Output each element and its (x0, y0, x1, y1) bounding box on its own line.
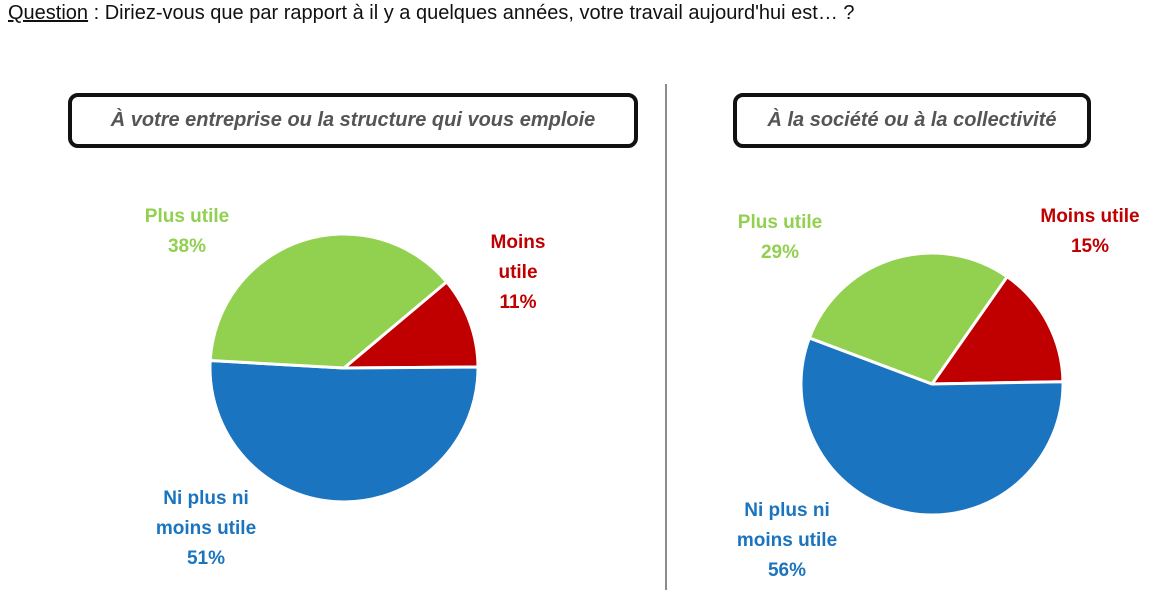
chart-title-societe-text: À la société ou à la collectivité (767, 109, 1057, 131)
chart-title-entreprise-text: À votre entreprise ou la structure qui v… (110, 109, 596, 131)
panel-divider (665, 84, 667, 590)
slice-value-label: 51% (187, 548, 225, 569)
slice-label-moins: Moins utile 15% (1040, 206, 1139, 257)
slice-value-label: 29% (761, 242, 799, 263)
slice-label-neutre: Ni plus ni moins utile 51% (156, 488, 256, 569)
pie-slice-moins (930, 275, 1065, 386)
pie-slice-plus (208, 232, 449, 370)
slice-name-label: moins utile (737, 530, 837, 551)
question-label: Question (8, 2, 89, 24)
pie-slice-neutre (799, 336, 1065, 517)
slice-name-label: Plus utile (738, 212, 822, 233)
slice-name-label: Moins (491, 232, 546, 253)
slice-name-label: moins utile (156, 518, 256, 539)
slice-name-label: utile (498, 262, 537, 283)
chart-title-entreprise: À votre entreprise ou la structure qui v… (68, 93, 638, 148)
pie-chart-0: Moins utile 11% Ni plus ni moins utile 51% Plu… (145, 206, 546, 569)
slice-label-neutre: Ni plus ni moins utile 56% (737, 500, 837, 581)
question-text: Question : Diriez-vous que par rapport à… (8, 2, 855, 25)
slice-value-label: 11% (500, 292, 537, 313)
slice-value-label: 15% (1071, 236, 1109, 257)
question-body: : Diriez-vous que par rapport à il y a q… (88, 2, 855, 24)
pie-slice-plus (807, 251, 1009, 386)
pie-chart-1: Moins utile 15% Ni plus ni moins utile 56% Pl… (737, 206, 1140, 581)
chart-title-societe: À la société ou à la collectivité (733, 93, 1091, 148)
slice-label-plus: Plus utile 38% (145, 206, 229, 257)
pie-slice-moins (342, 280, 480, 370)
slice-name-label: Moins utile (1040, 206, 1139, 227)
pie-slice-neutre (208, 359, 480, 504)
slice-name-label: Ni plus ni (163, 488, 249, 509)
slice-value-label: 38% (168, 236, 206, 257)
slice-name-label: Plus utile (145, 206, 229, 227)
slice-value-label: 56% (768, 560, 806, 581)
slice-name-label: Ni plus ni (744, 500, 830, 521)
slice-label-plus: Plus utile 29% (738, 212, 822, 263)
slice-label-moins: Moins utile 11% (491, 232, 546, 313)
